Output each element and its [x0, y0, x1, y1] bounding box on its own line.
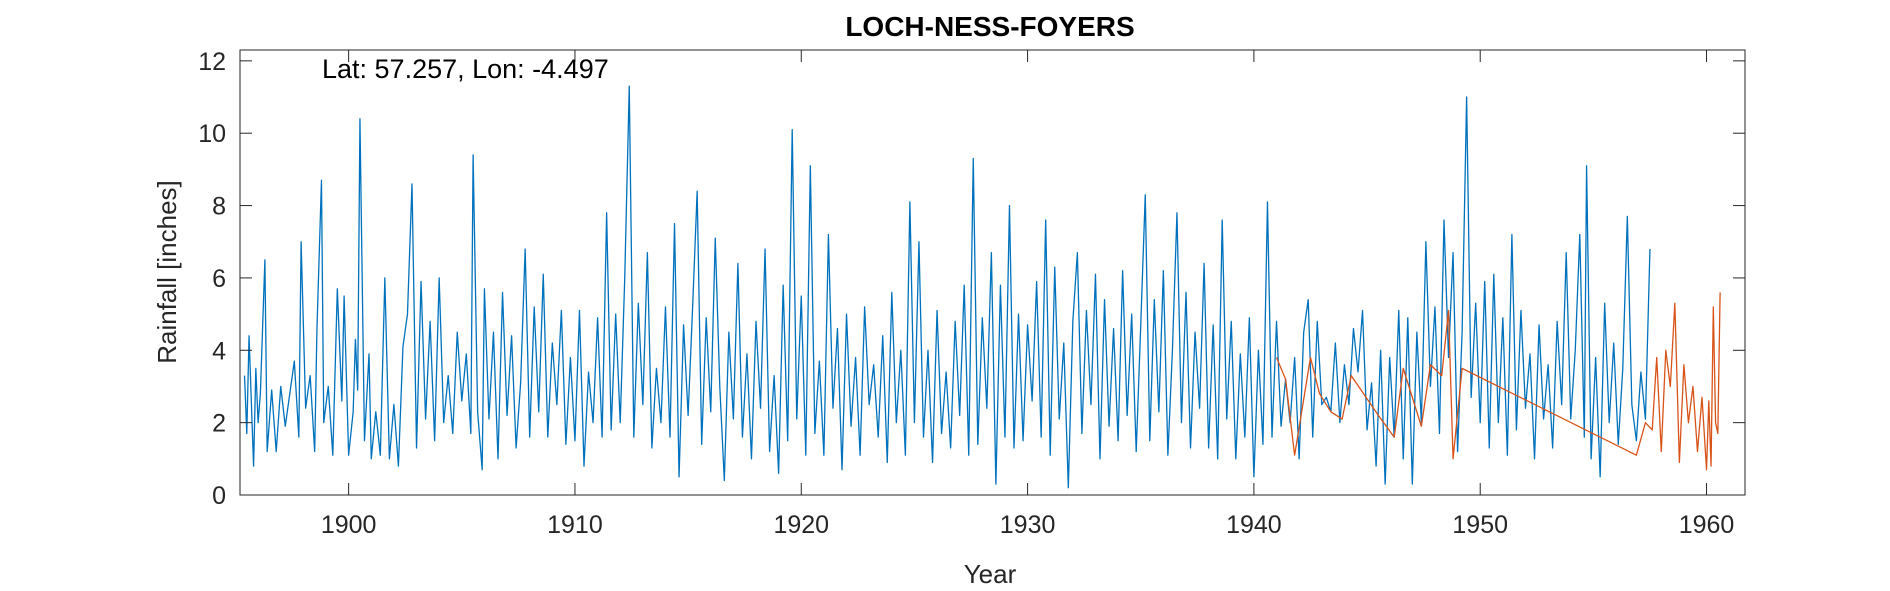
y-tick-label: 8: [212, 193, 226, 221]
location-annotation: Lat: 57.257, Lon: -4.497: [322, 54, 609, 84]
y-tick-label: 2: [212, 410, 226, 438]
x-tick-label: 1930: [1000, 511, 1056, 539]
x-tick-label: 1910: [547, 511, 603, 539]
chart-title: LOCH-NESS-FOYERS: [845, 11, 1134, 42]
series-line-1: [243, 85, 1651, 489]
x-tick-label: 1960: [1679, 511, 1735, 539]
ticks-layer: 1900 1910 1920 1930 1940 1950 1960 0 2 4 6 8 10 12: [198, 48, 1745, 539]
y-axis-label: Rainfall [inches]: [152, 180, 182, 364]
y-tick-label: 0: [212, 482, 226, 510]
y-tick-label: 6: [212, 265, 226, 293]
series-line-2: [1275, 292, 1721, 471]
plot-area: [239, 49, 1746, 496]
y-tick-label: 12: [198, 48, 226, 76]
x-axis-label: Year: [964, 559, 1017, 589]
x-tick-label: 1940: [1226, 511, 1282, 539]
series-layer: [243, 85, 1721, 489]
x-tick-label: 1900: [321, 511, 377, 539]
x-tick-label: 1950: [1452, 511, 1508, 539]
x-tick-label: 1920: [773, 511, 829, 539]
y-tick-label: 4: [212, 337, 226, 365]
y-tick-label: 10: [198, 120, 226, 148]
